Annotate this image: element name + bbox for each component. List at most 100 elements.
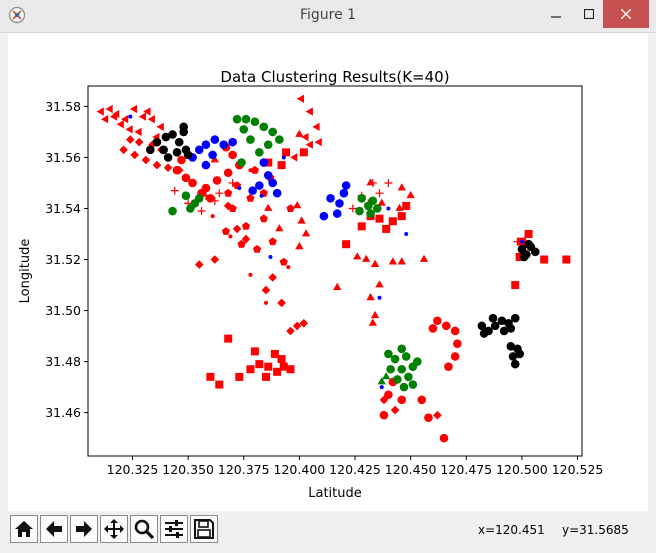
data-point-c3-p18 — [357, 222, 366, 231]
data-point-c12-p14 — [490, 321, 500, 331]
data-point-c4-p0 — [293, 201, 302, 209]
data-point-c10-p30 — [399, 382, 409, 392]
pan-icon — [104, 519, 124, 539]
cursor-y-readout: y=31.5685 — [562, 523, 629, 537]
save-button[interactable] — [190, 515, 218, 543]
data-point-c0-p11 — [125, 125, 133, 134]
data-point-c0-p20 — [305, 140, 313, 149]
data-point-c3-p22 — [397, 212, 406, 221]
minimize-button[interactable] — [536, 0, 576, 28]
data-point-c2-p25 — [439, 433, 449, 443]
data-point-c2-p24 — [424, 413, 433, 423]
data-point-c9-p6 — [377, 295, 382, 300]
data-point-c5-p9 — [241, 222, 251, 230]
data-point-c4-p9 — [375, 280, 384, 288]
minimize-icon — [551, 16, 561, 18]
data-point-c1-p1 — [130, 150, 139, 160]
window-titlebar: Figure 1 — [0, 0, 656, 33]
y-tick-label-6: 31.58 — [45, 99, 81, 114]
data-point-c12-p18 — [506, 324, 516, 333]
data-point-c3-p2 — [255, 360, 264, 369]
cursor-x-readout: x=120.451 — [478, 523, 545, 537]
data-point-c4-p22 — [210, 155, 219, 163]
data-point-c8-p13 — [326, 193, 335, 203]
data-point-c5-p2 — [246, 194, 255, 202]
data-point-c0-p16 — [312, 122, 320, 131]
data-point-c3-p3 — [264, 362, 273, 371]
data-point-c4-p13 — [388, 257, 397, 265]
data-point-c7-p0 — [210, 214, 215, 219]
data-point-c5-p3 — [259, 214, 268, 223]
data-point-c0-p19 — [290, 153, 298, 162]
data-point-c1-p17 — [232, 224, 242, 234]
back-button[interactable] — [40, 515, 68, 543]
forward-button[interactable] — [70, 515, 98, 543]
data-point-c4-p14 — [397, 257, 406, 265]
data-point-c12-p30 — [530, 247, 540, 257]
data-point-c3-p25 — [540, 255, 549, 264]
data-point-c6-p14 — [170, 186, 179, 195]
x-tick-label-1: 120.350 — [162, 462, 214, 477]
figure-canvas[interactable]: Data Clustering Results(K=40) 120.325 120… — [8, 33, 648, 511]
window-title: Figure 1 — [299, 7, 357, 23]
home-button[interactable] — [10, 515, 38, 543]
data-point-c3-p9 — [279, 362, 288, 371]
data-point-c6-p7 — [375, 189, 384, 198]
y-tick-label-0: 31.46 — [45, 405, 81, 420]
data-point-c7-p3 — [264, 300, 269, 305]
data-point-c6-p13 — [228, 178, 237, 187]
data-point-c3-p29 — [524, 230, 533, 238]
data-point-c2-p13 — [441, 321, 451, 331]
configure-subplots-icon — [165, 520, 183, 538]
data-point-c0-p18 — [314, 138, 322, 147]
data-point-c5-p10 — [286, 204, 295, 212]
plot-area — [87, 85, 583, 457]
forward-arrow-icon — [76, 521, 92, 537]
data-point-c3-p13 — [224, 334, 233, 343]
x-tick-label-3: 120.400 — [274, 462, 326, 477]
data-point-c12-p3 — [168, 130, 177, 139]
data-point-c10-p22 — [397, 344, 407, 354]
chart-title: Data Clustering Results(K=40) — [220, 68, 449, 86]
data-point-c12-p7 — [163, 153, 173, 162]
data-point-c4-p3 — [295, 242, 304, 250]
x-tick-label-5: 120.450 — [385, 462, 437, 477]
data-point-c3-p16 — [277, 161, 286, 170]
data-point-c3-p24 — [402, 201, 411, 210]
save-icon — [194, 519, 214, 539]
close-button[interactable] — [603, 0, 649, 28]
y-tick-label-1: 31.48 — [45, 354, 81, 369]
data-point-c8-p19 — [272, 188, 282, 198]
data-point-c2-p6 — [212, 176, 222, 185]
data-point-c10-p21 — [366, 209, 375, 218]
data-point-c3-p14 — [264, 158, 273, 167]
close-icon — [621, 9, 631, 19]
data-point-c2-p22 — [379, 410, 389, 420]
data-point-c12-p26 — [488, 313, 498, 323]
home-icon — [15, 521, 33, 537]
data-point-c2-p11 — [177, 155, 186, 165]
data-point-c1-p20 — [195, 260, 204, 269]
data-point-c12-p6 — [172, 148, 182, 157]
data-point-c8-p17 — [341, 181, 351, 190]
data-point-c12-p20 — [506, 341, 516, 351]
app-icon — [8, 6, 26, 24]
data-point-c1-p23 — [433, 410, 442, 420]
data-point-c8-p4 — [201, 160, 211, 170]
pan-button[interactable] — [100, 515, 128, 543]
data-point-c12-p4 — [174, 137, 184, 147]
data-point-c2-p5 — [201, 183, 211, 193]
zoom-button[interactable] — [130, 515, 158, 543]
configure-subplots-button[interactable] — [160, 515, 188, 543]
y-tick-label-2: 31.50 — [45, 303, 81, 318]
data-point-c9-p4 — [341, 191, 346, 196]
data-point-c10-p20 — [355, 206, 364, 216]
data-point-c4-p1 — [297, 216, 306, 224]
data-point-c8-p0 — [194, 145, 204, 155]
data-point-c10-p7 — [246, 135, 255, 144]
data-point-c3-p1 — [246, 365, 255, 374]
data-point-c2-p17 — [444, 362, 453, 371]
data-point-c3-p30 — [515, 252, 524, 261]
maximize-button[interactable] — [569, 0, 609, 28]
data-point-c4-p4 — [264, 203, 273, 211]
